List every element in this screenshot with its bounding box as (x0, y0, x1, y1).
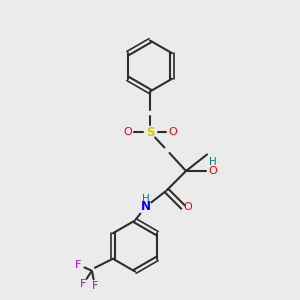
Text: F: F (80, 279, 86, 289)
Text: O: O (123, 127, 132, 137)
Text: H: H (208, 157, 216, 167)
Text: H: H (142, 194, 149, 204)
Text: O: O (168, 127, 177, 137)
Text: O: O (183, 202, 192, 212)
Text: O: O (208, 166, 217, 176)
Text: F: F (92, 281, 98, 291)
Text: S: S (146, 125, 154, 139)
Text: N: N (140, 200, 151, 214)
Text: F: F (75, 260, 82, 270)
